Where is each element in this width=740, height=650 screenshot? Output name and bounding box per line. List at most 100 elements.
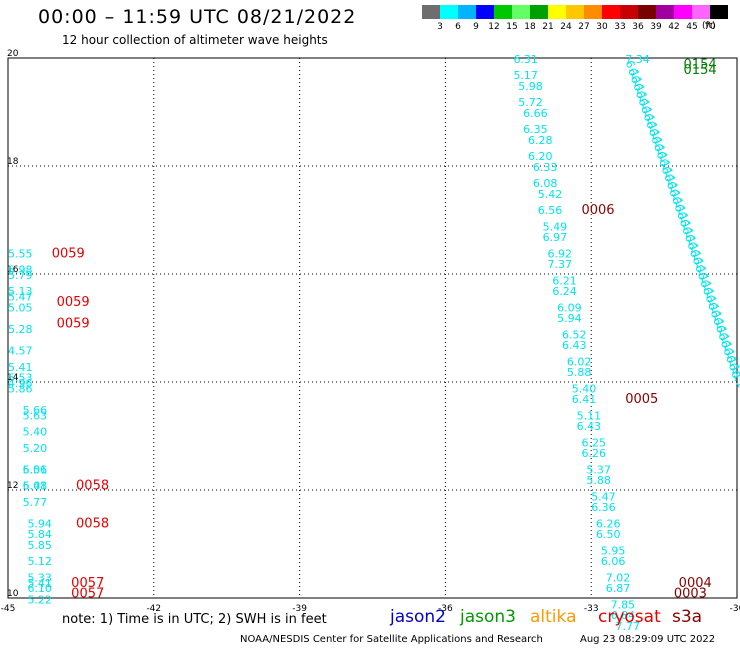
swh-value-label: 6.21 (552, 274, 577, 287)
swh-value-label: 6.36 (591, 501, 616, 514)
swh-value-label: 6.20 (528, 150, 553, 163)
swh-value-label: 6.33 (533, 161, 558, 174)
chart-subtitle: 12 hour collection of altimeter wave hei… (62, 33, 328, 47)
swh-value-label: 5.95 (601, 544, 626, 557)
swh-value-label: 5.47 (591, 490, 616, 503)
legend-altika: altika (530, 607, 577, 627)
swh-value-label: 5.72 (518, 96, 543, 109)
swh-value-label: 7.85 (611, 598, 636, 611)
swh-value-label: 5.88 (567, 366, 592, 379)
color-scale-label: 27 (578, 22, 590, 32)
swh-value-label: 5.98 (8, 264, 33, 277)
color-scale-label: 33 (614, 22, 626, 32)
legend-jason3: jason3 (460, 607, 516, 627)
legend-cryosat: cryosat (598, 607, 661, 627)
swh-value-label: 6.26 (581, 447, 606, 460)
swh-value-label: 5.22 (27, 594, 52, 607)
pass-time-label: 0003 (674, 587, 707, 602)
legend-s3a: s3a (672, 607, 703, 627)
color-scale-label: 36 (632, 22, 644, 32)
swh-value-label: 5.41 (27, 577, 52, 590)
swh-value-label: 5.40 (572, 382, 597, 395)
swh-value-label: 7.02 (606, 571, 631, 584)
x-tick-label: -36 (438, 604, 453, 614)
y-tick-label: 14 (7, 373, 19, 383)
swh-value-label: 5.66 (23, 404, 48, 417)
swh-value-label: 6.41 (572, 393, 597, 406)
legend-jason2: jason2 (390, 607, 446, 627)
swh-value-label: 4.96 (8, 377, 33, 390)
pass-time-label: 0005 (625, 392, 658, 407)
color-swatch (494, 5, 512, 19)
color-swatch (674, 5, 692, 19)
swh-value-label: 6.35 (523, 123, 548, 136)
swh-value-label: 5.47 (8, 291, 33, 304)
units-note: note: 1) Time is in UTC; 2) SWH is in fe… (62, 612, 327, 627)
color-scale-label: 6 (455, 22, 461, 32)
swh-value-label: 5.94 (27, 517, 52, 530)
pass-time-label: 0154 (684, 57, 717, 72)
color-swatch (584, 5, 602, 19)
color-swatch (692, 5, 710, 19)
swh-value-label: 5.49 (543, 220, 568, 233)
y-tick-label: 16 (7, 265, 19, 275)
plot-frame (7, 57, 738, 599)
swh-value-label: 5.88 (586, 474, 611, 487)
color-swatch (566, 5, 584, 19)
swh-value-label: 7.77 (616, 620, 641, 633)
color-scale-label: 15 (506, 22, 518, 32)
color-scale-label: 3 (437, 22, 443, 32)
swh-value-label: 7.37 (547, 258, 572, 271)
swh-value-label: 4.57 (8, 345, 33, 358)
swh-value-label: 6.92 (547, 247, 572, 260)
swh-value-label: 6.52 (562, 328, 587, 341)
color-scale-label: 30 (596, 22, 608, 32)
swh-value-label: 6.01 (23, 480, 48, 493)
swh-value-label: 6.66 (523, 107, 548, 120)
swh-value-label: 5.77 (23, 496, 48, 509)
y-tick-label: 20 (7, 49, 19, 59)
color-scale-label: 12 (488, 22, 500, 32)
swh-value-label: 5.48 (23, 480, 48, 493)
generated-timestamp: Aug 23 08:29:09 UTC 2022 (580, 634, 716, 645)
swh-value-label: 6.25 (581, 436, 606, 449)
color-swatch (458, 5, 476, 19)
swh-value-label: 6.56 (538, 204, 563, 217)
swh-value-label: 5.79 (8, 269, 33, 282)
swh-value-label: 5.11 (577, 409, 602, 422)
color-swatch (620, 5, 638, 19)
x-tick-label: -33 (584, 604, 599, 614)
swh-value-label: 5.53 (8, 372, 33, 385)
color-scale-label: 45 (686, 22, 698, 32)
pass-time-label: 0154 (684, 63, 717, 78)
pass-time-label: 0057 (71, 587, 104, 602)
pass-time-label: 0057 (71, 576, 104, 591)
color-swatch (710, 5, 728, 19)
swh-value-label: 6.43 (577, 420, 602, 433)
pass-time-label: 0059 (57, 295, 90, 310)
color-swatch (476, 5, 494, 19)
swh-value-label: 7.34 (625, 53, 650, 66)
swh-value-label: 5.05 (8, 301, 33, 314)
swh-value-label: 5.41 (8, 361, 33, 374)
swh-value-label: 5.63 (23, 409, 48, 422)
swh-value-label: 5.98 (518, 80, 543, 93)
color-swatch (656, 5, 674, 19)
color-swatch (512, 5, 530, 19)
swh-value-label: 5.84 (27, 528, 52, 541)
swh-value-label: 6.50 (596, 528, 621, 541)
swh-value-label: 6.87 (606, 582, 631, 595)
swh-value-label: 6.02 (567, 355, 592, 368)
color-scale-label: 70 (704, 22, 716, 32)
y-tick-label: 10 (7, 589, 19, 599)
swh-track-glyph: 6.1 (728, 368, 740, 390)
swh-value-label: 5.94 (557, 312, 582, 325)
swh-value-label: 6.31 (513, 53, 538, 66)
swh-value-label: 5.20 (23, 442, 48, 455)
swh-value-label: 6.24 (552, 285, 577, 298)
color-swatch (530, 5, 548, 19)
swh-value-label: 6.51 (23, 463, 48, 476)
swh-value-label: 5.33 (27, 571, 52, 584)
color-swatch (602, 5, 620, 19)
